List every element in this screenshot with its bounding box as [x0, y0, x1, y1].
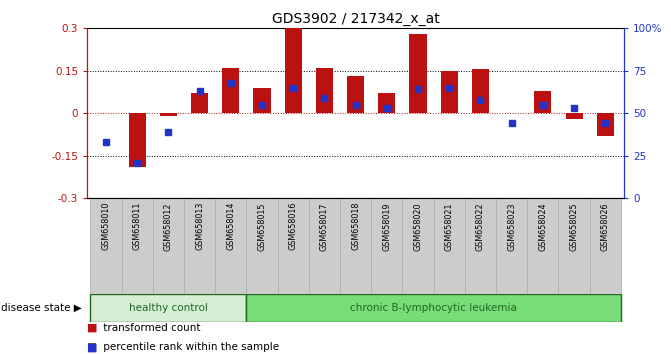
Bar	[340, 198, 371, 294]
Bar	[254, 88, 270, 113]
Bar	[246, 295, 621, 321]
Bar	[465, 198, 496, 294]
Text: GSM658016: GSM658016	[289, 202, 298, 250]
Bar	[191, 93, 208, 113]
Bar	[566, 113, 582, 119]
Text: GSM658017: GSM658017	[320, 202, 329, 251]
Bar	[91, 198, 121, 294]
Bar	[316, 68, 333, 113]
Bar	[558, 198, 590, 294]
Text: GSM658022: GSM658022	[476, 202, 485, 251]
Text: GSM658018: GSM658018	[351, 202, 360, 250]
Bar	[215, 198, 246, 294]
Text: ■  percentile rank within the sample: ■ percentile rank within the sample	[87, 342, 279, 352]
Text: healthy control: healthy control	[129, 303, 208, 313]
Bar	[222, 68, 240, 113]
Text: ■  transformed count: ■ transformed count	[87, 323, 201, 333]
Bar	[472, 69, 489, 113]
Bar	[409, 34, 427, 113]
Bar	[347, 76, 364, 113]
Bar	[309, 198, 340, 294]
Bar	[153, 198, 184, 294]
Bar	[496, 198, 527, 294]
Text: GSM658015: GSM658015	[258, 202, 266, 251]
Bar	[590, 198, 621, 294]
Text: GSM658024: GSM658024	[538, 202, 548, 251]
Bar	[403, 198, 433, 294]
Text: GSM658014: GSM658014	[226, 202, 236, 250]
Text: GSM658013: GSM658013	[195, 202, 204, 250]
Bar	[441, 71, 458, 113]
Bar	[91, 295, 246, 321]
Text: disease state ▶: disease state ▶	[1, 303, 81, 313]
Bar	[433, 198, 465, 294]
Bar	[378, 93, 395, 113]
Bar	[160, 113, 177, 116]
Text: GSM658019: GSM658019	[382, 202, 391, 251]
Text: GSM658026: GSM658026	[601, 202, 610, 251]
Text: ■: ■	[87, 342, 98, 352]
Text: GSM658020: GSM658020	[413, 202, 423, 251]
Bar	[285, 28, 302, 113]
Bar	[534, 91, 552, 113]
Text: chronic B-lymphocytic leukemia: chronic B-lymphocytic leukemia	[350, 303, 517, 313]
Text: GSM658021: GSM658021	[445, 202, 454, 251]
Text: GSM658011: GSM658011	[133, 202, 142, 250]
Bar	[121, 198, 153, 294]
Bar	[278, 198, 309, 294]
Bar	[371, 198, 403, 294]
Title: GDS3902 / 217342_x_at: GDS3902 / 217342_x_at	[272, 12, 440, 26]
Bar	[246, 198, 278, 294]
Bar	[184, 198, 215, 294]
Text: GSM658010: GSM658010	[101, 202, 111, 250]
Bar	[597, 113, 614, 136]
Text: ■: ■	[87, 323, 98, 333]
Text: GSM658023: GSM658023	[507, 202, 516, 251]
Text: GSM658012: GSM658012	[164, 202, 173, 251]
Bar	[527, 198, 558, 294]
Text: GSM658025: GSM658025	[570, 202, 578, 251]
Bar	[129, 113, 146, 167]
